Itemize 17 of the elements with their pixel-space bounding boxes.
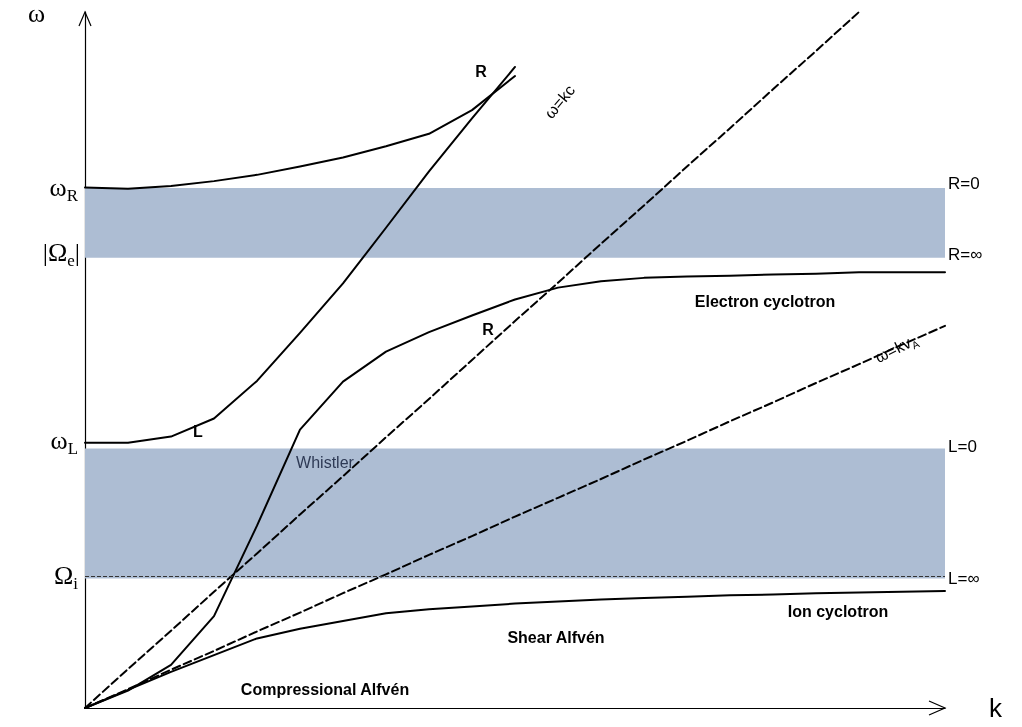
text: L=0 [948,436,977,456]
annotation: Compressional Alfvén [240,681,410,698]
text: |Ω$_{e}$| [42,238,80,271]
x-axis-title: k [989,693,1003,723]
annotation: R [475,63,487,80]
text: R=0 [948,173,980,193]
annotation: Ion cyclotron [787,603,889,620]
annotation: Electron cyclotron [694,293,836,310]
text: ω$_{R}$ [49,173,78,206]
y-axis-title: ω [27,0,45,28]
annotation: Shear Alfvén [507,629,605,646]
text: Ω$_{i}$ [53,561,78,594]
text: R=∞ [948,244,983,264]
annotation: R [482,321,494,338]
text: ω$_{L}$ [50,426,78,459]
annotation: Whistler [296,454,354,471]
text: L=∞ [948,568,980,588]
